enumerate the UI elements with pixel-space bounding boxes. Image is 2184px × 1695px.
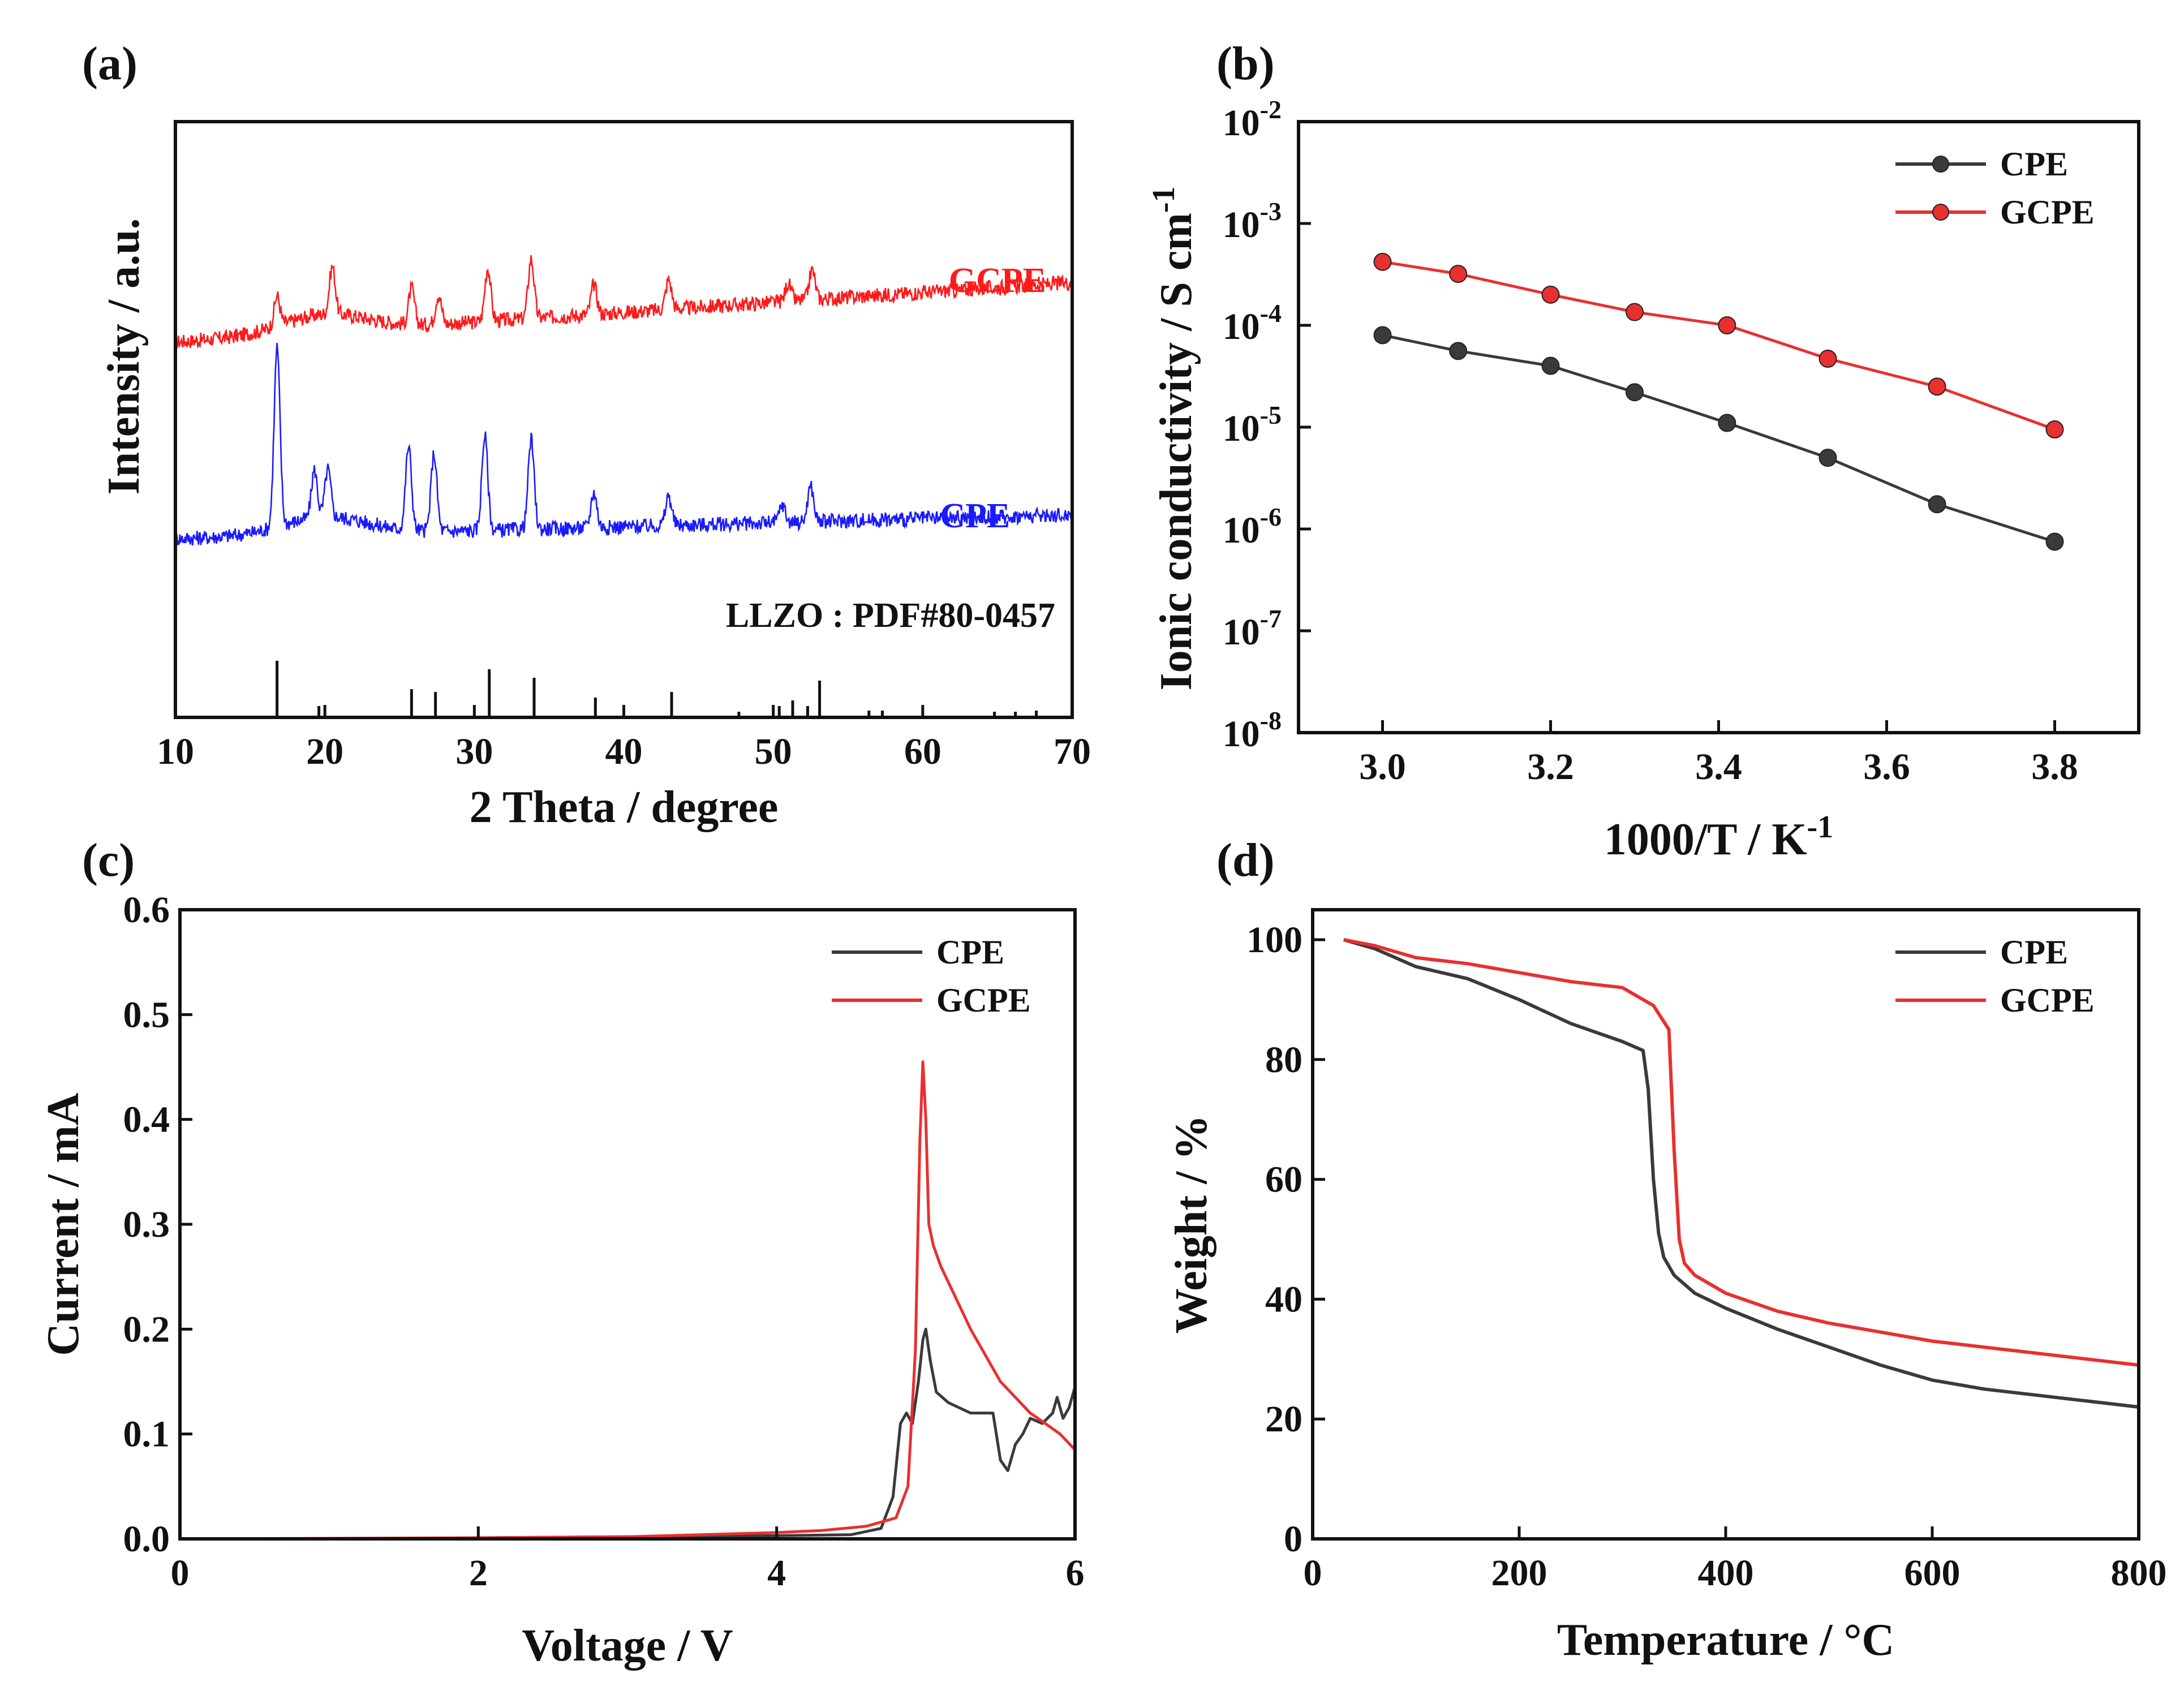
- panel-label: (a): [82, 37, 137, 90]
- x-tick-label: 600: [1904, 1552, 1961, 1594]
- legend-label: CPE: [2000, 933, 2068, 971]
- y-tick-label: 0.3: [123, 1204, 170, 1245]
- data-point-cpe: [1373, 326, 1392, 345]
- data-point-cpe: [1818, 449, 1837, 467]
- x-tick-label: 60: [904, 731, 941, 772]
- x-tick-label: 40: [605, 731, 643, 772]
- x-tick-label: 6: [1066, 1552, 1085, 1594]
- annotation-cpe: CPE: [940, 497, 1010, 535]
- annotation-gcpe: GCPE: [949, 261, 1046, 300]
- data-point-gcpe: [1928, 377, 1946, 396]
- y-tick-label: 10-3: [1223, 197, 1282, 246]
- y-tick-label: 0.4: [123, 1099, 170, 1141]
- data-point-cpe: [1449, 342, 1468, 360]
- x-tick-label: 3.6: [1863, 746, 1910, 788]
- data-point-gcpe: [1818, 350, 1837, 368]
- y-tick-label: 80: [1265, 1039, 1302, 1081]
- y-axis-label: Current / mA: [38, 1092, 88, 1356]
- y-tick-label: 0.5: [123, 994, 170, 1035]
- x-tick-label: 800: [2111, 1552, 2167, 1594]
- y-tick-label: 10-5: [1223, 401, 1282, 449]
- series-line-gcpe: [1382, 260, 2056, 431]
- legend-label: GCPE: [2000, 982, 2095, 1019]
- y-axis-label: Intensity / a.u.: [99, 218, 149, 495]
- data-point-cpe: [1541, 356, 1560, 375]
- data-point-cpe: [1626, 383, 1644, 402]
- x-tick-label: 3.8: [2031, 746, 2078, 788]
- y-tick-label: 60: [1265, 1159, 1302, 1201]
- annotation-reference: LLZO : PDF#80-0457: [726, 596, 1055, 635]
- x-tick-label: 20: [306, 731, 343, 772]
- series-line-gcpe: [175, 255, 1073, 349]
- y-tick-label: 10-6: [1223, 502, 1282, 551]
- data-point-cpe: [1928, 495, 1946, 514]
- x-axis-label: 2 Theta / degree: [470, 782, 779, 832]
- legend-marker: [1932, 204, 1949, 221]
- x-tick-label: 200: [1491, 1552, 1547, 1594]
- y-axis-label: Weight / %: [1167, 1115, 1216, 1334]
- series-line-gcpe: [1343, 938, 2139, 1367]
- panel-label: (d): [1216, 834, 1275, 887]
- data-point-gcpe: [1541, 285, 1560, 304]
- series-line-cpe: [180, 1327, 1077, 1541]
- y-tick-label: 0.2: [123, 1309, 170, 1350]
- x-tick-label: 10: [157, 731, 194, 772]
- panel-c: (c) 0 2 4 6 0.0 0.1 0.2 0.3 0.4 0.5 0.6 CPE GCPE Volta…: [38, 834, 1085, 1671]
- x-tick-label: 70: [1054, 731, 1091, 772]
- y-tick-label: 10-4: [1223, 299, 1282, 347]
- legend-marker: [1932, 156, 1949, 173]
- series-line-cpe: [174, 343, 1073, 546]
- x-axis-label: 1000/T / K-1: [1604, 810, 1833, 864]
- x-tick-label: 3.2: [1527, 746, 1574, 788]
- y-tick-label: 0.0: [123, 1518, 170, 1560]
- legend-label: GCPE: [936, 982, 1031, 1019]
- series-line-cpe: [1382, 333, 2056, 543]
- x-tick-label: 400: [1698, 1552, 1754, 1594]
- legend-label: GCPE: [2000, 193, 2095, 231]
- x-tick-label: 4: [767, 1552, 786, 1594]
- series-line-gcpe: [179, 1060, 1076, 1541]
- data-point-gcpe: [2045, 420, 2064, 439]
- data-point-gcpe: [1626, 303, 1644, 321]
- data-point-gcpe: [1449, 265, 1468, 283]
- y-tick-label: 40: [1265, 1279, 1302, 1320]
- x-tick-label: 3.0: [1359, 746, 1406, 788]
- y-tick-label: 20: [1265, 1399, 1302, 1440]
- y-tick-label: 10-2: [1223, 95, 1282, 144]
- x-axis-label: Voltage / V: [522, 1621, 733, 1671]
- x-tick-label: 50: [755, 731, 792, 772]
- y-tick-label: 10-8: [1223, 706, 1282, 755]
- x-tick-label: 0: [171, 1552, 190, 1594]
- y-tick-label: 10-7: [1223, 604, 1282, 653]
- y-tick-label: 0.1: [123, 1414, 170, 1455]
- x-axis-label: Temperature / °C: [1557, 1615, 1894, 1665]
- y-tick-label: 0: [1284, 1518, 1302, 1560]
- panel-b: (b) 3.0 3.2 3.4 3.6 3.8 10-8 10-7 10-6 10-5 10-4 10…: [1146, 37, 2140, 864]
- panel-label: (b): [1216, 37, 1275, 90]
- x-tick-label: 3.4: [1695, 746, 1742, 788]
- data-point-cpe: [2045, 532, 2064, 551]
- data-point-cpe: [1718, 414, 1736, 432]
- panel-label: (c): [82, 834, 135, 887]
- panel-d: (d) 0 200 400 600 800 0 20 40 60 80 100 CPE GCPE Tempe…: [1167, 834, 2167, 1665]
- x-tick-label: 2: [469, 1552, 488, 1594]
- legend-label: CPE: [2000, 145, 2068, 183]
- series-line-cpe: [1343, 938, 2139, 1409]
- x-tick-label: 0: [1304, 1552, 1322, 1594]
- y-tick-label: 0.6: [123, 889, 170, 931]
- x-tick-label: 30: [455, 731, 493, 772]
- data-point-gcpe: [1718, 316, 1736, 334]
- panel-a: (a) 10 20 30 40 50 60 70 GCPE CPE LLZO : PDF#80-04…: [82, 37, 1091, 832]
- data-point-gcpe: [1373, 252, 1392, 271]
- legend-label: CPE: [936, 933, 1004, 971]
- y-axis-label: Ionic conductivity / S cm-1: [1146, 186, 1201, 690]
- y-tick-label: 100: [1246, 919, 1302, 961]
